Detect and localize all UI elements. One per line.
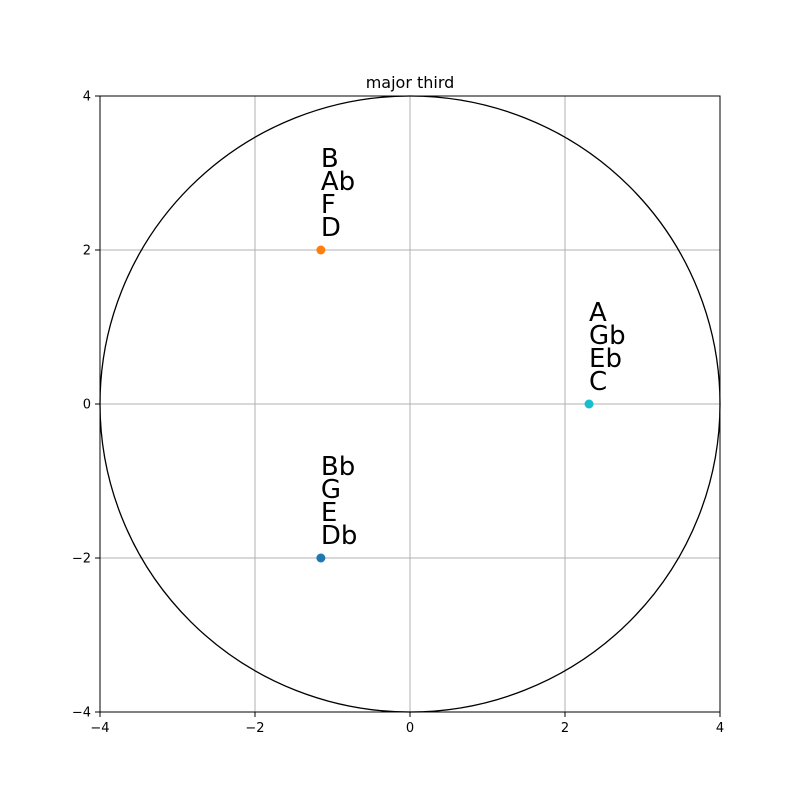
note-label-1-3: B [321, 144, 339, 174]
note-label-1-0: D [321, 213, 341, 243]
y-tick-label-3: 2 [83, 244, 91, 259]
y-tick-label-2: 0 [83, 398, 91, 413]
note-label-0-2: Gb [589, 321, 626, 351]
note-label-0-1: Eb [589, 344, 622, 374]
x-tick-label-3: 2 [561, 721, 569, 736]
y-tick-label-4: 4 [83, 90, 91, 105]
y-tick-label-1: −2 [72, 552, 91, 567]
note-label-2-1: E [321, 498, 337, 528]
data-point-2 [316, 553, 326, 563]
note-label-1-2: Ab [321, 167, 355, 197]
note-label-0-0: C [589, 367, 607, 397]
note-label-1-1: F [321, 190, 336, 220]
y-tick-label-0: −4 [72, 706, 91, 721]
data-point-0 [584, 399, 594, 409]
x-tick-label-2: 0 [406, 721, 414, 736]
data-point-1 [316, 245, 326, 255]
note-label-2-2: G [321, 475, 341, 505]
x-tick-label-0: −4 [90, 721, 109, 736]
note-label-2-0: Db [321, 521, 358, 551]
note-label-2-3: Bb [321, 452, 355, 482]
points-layer [316, 245, 594, 563]
ticks: −4 −2 0 2 4 −4 −2 0 2 4 [72, 90, 724, 737]
chart-title: major third [366, 73, 455, 92]
x-tick-label-1: −2 [245, 721, 264, 736]
note-label-0-3: A [589, 298, 607, 328]
x-tick-label-4: 4 [716, 721, 724, 736]
